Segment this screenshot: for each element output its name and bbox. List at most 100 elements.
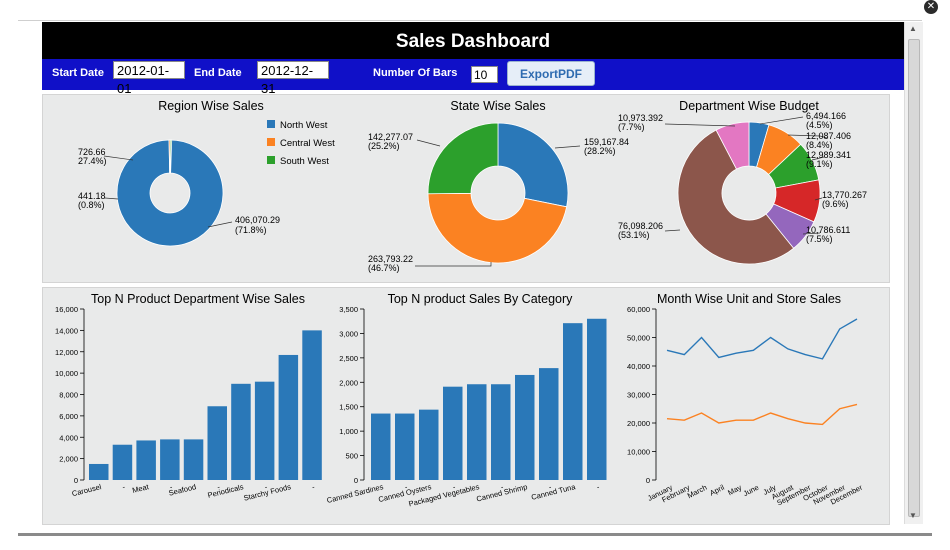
bar2-bar [395,413,415,480]
label-dept-r1-value: 6,494.166 [806,111,846,121]
label-dept-r4-value: 13,770.267 [822,190,867,200]
line-x-tick-label: June [742,483,761,498]
bar1-bar [302,330,322,480]
bar2-bar [539,368,559,480]
scroll-down-icon[interactable]: ▼ [909,511,917,520]
bar1-bar [89,463,109,480]
state-pie [427,122,569,264]
bottom-charts-panel [42,287,890,525]
label-dept-r1-pct: (4.5%) [806,120,833,130]
end-date-label: End Date [194,67,242,79]
label-region-cw-value: 441.18 [78,191,106,201]
bar2-x-tick-label: Canned Tuna [530,482,577,502]
product-department-bar-chart: Top N Product Department Wise Sales 0 2,0… [55,292,322,503]
label-dept-r4-pct: (9.6%) [822,199,849,209]
line-series-0 [666,318,858,360]
bar1-x-tick-label: Meat [131,482,150,495]
bar2-bar [443,386,463,480]
state-chart-title: State Wise Sales [450,99,545,113]
label-state-c-value: 142,277.07 [368,132,413,142]
bar1-x-tick-label: - [169,482,174,491]
label-state-c-pct: (25.2%) [368,141,400,151]
state-slice-2 [427,122,499,195]
region-wise-sales-chart: Region Wise Sales North West Central Wes… [78,99,335,247]
dept-data-labels: 10,973.392 (7.7%) 6,494.166 (4.5%) 12,08… [618,111,867,244]
line-series-1 [666,403,858,426]
bar2-y-tick-label: 3,500 [339,305,358,314]
bar2-y-tick-label: 1,000 [339,427,358,436]
bar1-x-tick-label: Starchy Foods [243,482,292,502]
bar1-y-tick-label: 0 [74,476,78,485]
bar1-bar [254,381,275,480]
label-region-nw-pct: (71.8%) [235,225,267,235]
scroll-thumb[interactable] [908,39,920,517]
bar1-bar [231,383,251,480]
region-chart-title: Region Wise Sales [158,99,264,113]
label-dept-r5-pct: (7.5%) [806,234,833,244]
bar1-title: Top N Product Department Wise Sales [91,292,305,306]
start-date-label: Start Date [52,67,104,79]
dept-chart-title: Department Wise Budget [679,99,819,113]
label-dept-r2-value: 12,087.406 [806,131,851,141]
dept-slice-5 [677,129,795,265]
legend-swatch-south-west [267,156,275,164]
line-y-tick-label: 50,000 [627,334,650,343]
line-y-tick-label: 30,000 [627,391,650,400]
start-date-input[interactable]: 2012-01-01 [113,61,185,96]
label-state-a-pct: (28.2%) [584,146,616,156]
legend-central-west: Central West [280,138,335,149]
end-date-input[interactable]: 2012-12-31 [257,61,329,96]
label-dept-r5-value: 10,786.611 [806,225,850,235]
region-data-labels: 406,070.29 (71.8%) 441.18 (0.8%) 726.66 … [78,147,280,235]
bar2-y-tick-label: 1,500 [339,403,358,412]
bar1-y-tick-label: 4,000 [59,433,78,442]
export-pdf-button[interactable]: ExportPDF [507,61,595,86]
line-x-tick-label: March [686,483,709,500]
bar2-y-tick-label: 0 [354,476,358,485]
line-x-tick-label: April [708,483,726,498]
scroll-up-icon[interactable]: ▲ [909,24,917,33]
label-dept-r3-value: 12,989.341 [806,150,851,160]
bar2-y-tick-label: 3,000 [339,329,358,338]
bar2-bar [419,409,439,480]
bar1-y-tick-label: 10,000 [55,369,78,378]
bar2-y-tick-label: 500 [345,452,358,461]
month-wise-line-chart: Month Wise Unit and Store Sales 0 10,000 2… [627,292,864,507]
bar2-bar [491,384,511,480]
dashboard-title: Sales Dashboard [42,22,904,59]
product-category-bar-chart: Top N product Sales By Category 0 500 1,00… [326,292,607,508]
label-state-b-pct: (46.7%) [368,263,400,273]
region-slice-2 [169,139,173,174]
number-of-bars-input[interactable]: 10 [471,66,498,83]
bar1-x-tick-label: Periodicals [207,482,245,500]
label-dept-l2-pct: (53.1%) [618,230,650,240]
line-y-tick-label: 10,000 [627,448,650,457]
bar1-x-tick-label: - [264,482,269,491]
bar2-bar [587,318,607,480]
controls-bar: Start Date 2012-01-01 End Date 2012-12-3… [42,59,904,96]
region-pie [116,139,224,247]
label-region-sw-pct: 27.4%) [78,156,107,166]
bar2-bar [467,384,487,480]
bar2-x-tick-label: - [500,482,505,491]
state-wise-sales-chart: State Wise Sales 159,167.84 (28.2%) 263,… [368,99,629,273]
window-bottom-edge [18,533,932,536]
label-region-cw-pct: (0.8%) [78,200,105,210]
label-dept-l2-value: 76,098.206 [618,221,663,231]
close-icon[interactable]: ✕ [924,0,938,14]
bar2-bar [371,413,391,480]
bar1-bar [183,439,204,480]
bar1-x-tick-label: - [121,482,126,491]
bar2-y-tick-label: 2,500 [339,354,358,363]
bar1-bar [207,406,227,480]
vertical-scrollbar[interactable]: ▲ ▼ [904,22,923,524]
state-data-labels: 159,167.84 (28.2%) 263,793.22 (46.7%) 14… [368,132,629,273]
department-wise-budget-chart: Department Wise Budget 10,973.392 (7.7%)… [618,99,867,265]
bar2-x-tick-label: Canned Sardines [326,482,385,505]
legend-swatch-central-west [267,138,275,146]
region-slice-0 [116,139,224,247]
line-y-tick-label: 0 [646,476,650,485]
bar1-x-tick-label: - [216,482,221,491]
legend-north-west: North West [280,120,328,131]
bar1-y-tick-label: 2,000 [59,455,78,464]
